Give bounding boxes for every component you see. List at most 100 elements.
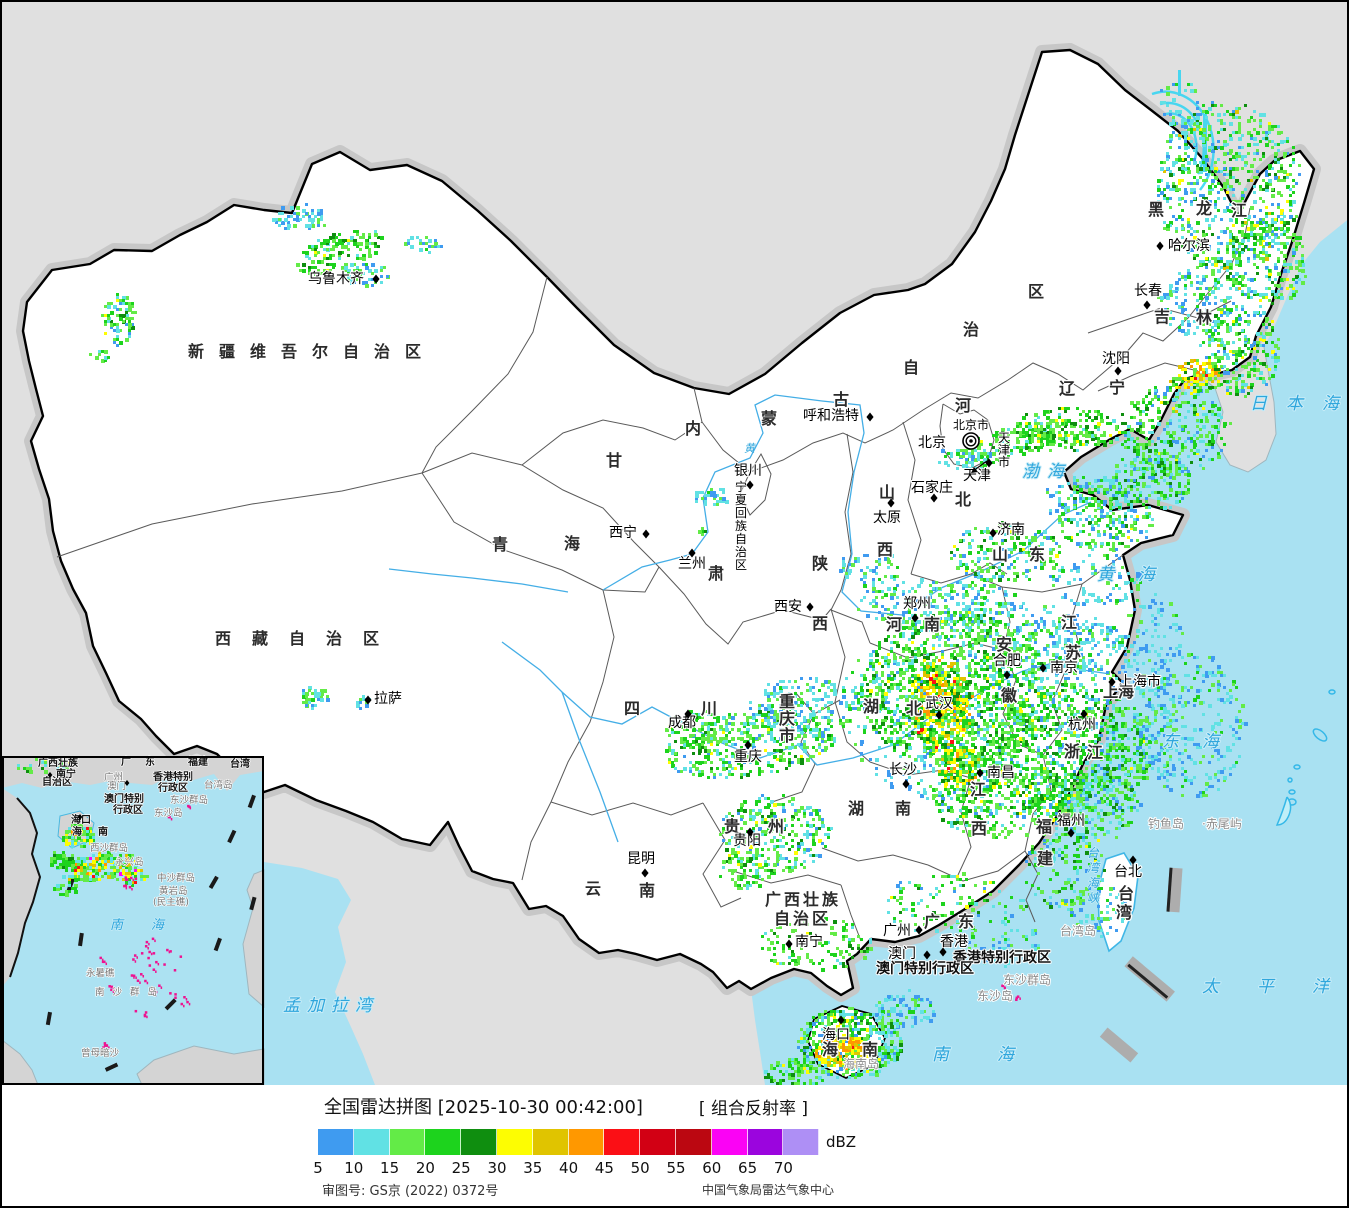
map-label: 永兴岛 [115, 856, 144, 868]
city-marker [939, 947, 947, 957]
radar-echo-layer [89, 83, 1307, 1085]
legend-panel: 全国雷达拼图 [2025-10-30 00:42:00] [ 组合反射率 ] d… [2, 1085, 1347, 1206]
map-label: 江 [1087, 743, 1103, 762]
map-label: 云 [585, 879, 601, 898]
ryukyu-islands [1275, 689, 1336, 826]
city-marker [902, 779, 910, 789]
city-marker [887, 498, 895, 508]
inset-labels: 广西壮族自治区广东福建 台湾南宁 广州 香港特别行政区澳门澳门特别行政区台湾岛东沙群岛… [37, 754, 250, 1059]
map-label: 青 [492, 535, 508, 554]
map-label: 海口 [71, 813, 91, 826]
colorbar-cell-70 [783, 1129, 820, 1155]
map-label: 澳门 [888, 946, 916, 962]
colorbar-cell-15 [389, 1129, 426, 1155]
map-label: 西宁 [609, 524, 637, 541]
colorbar-cell-30 [496, 1129, 533, 1155]
map-label: 湖 [848, 799, 864, 818]
map-label: 济南 [997, 522, 1025, 538]
map-label: 宁夏回族自治区 [735, 479, 747, 572]
map-label: 天津市 [998, 431, 1010, 469]
map-label: 吉 [1154, 307, 1170, 326]
map-label: 湾 [1116, 903, 1132, 922]
data-source-credit: 中国气象局雷达气象中心 [702, 1183, 835, 1197]
map-label: 北京 [918, 435, 946, 451]
map-label: 海 [1118, 682, 1134, 701]
map-label: 澳门 [107, 780, 126, 792]
map-label: 台湾 [230, 757, 250, 770]
map-label: 曾母暗沙 [81, 1047, 120, 1059]
map-label: 北京市 [953, 417, 989, 432]
map-label: 广西壮族 [765, 890, 841, 909]
map-label: 徽 [1000, 686, 1018, 705]
map-label: 重庆市 [778, 692, 795, 745]
map-label: 南 [924, 615, 940, 634]
map-label: 南宁 [795, 933, 823, 950]
map-label: 海口 [822, 1027, 850, 1043]
map-label: 中沙群岛 [157, 872, 195, 884]
map-label: 香港特别 [153, 770, 193, 783]
legend-tick: 30 [487, 1159, 507, 1177]
city-marker [785, 939, 793, 949]
map-label: 海南岛 [843, 1056, 879, 1071]
map-label: 呼和浩特 [803, 408, 859, 424]
map-label: 新疆维吾尔自治区 [188, 342, 436, 361]
map-label: 山 [879, 483, 895, 502]
colorbar-cell-5 [318, 1129, 354, 1155]
map-label: 成都 [668, 715, 696, 731]
legend-tick: 60 [702, 1159, 722, 1177]
inset-land [2, 757, 265, 1085]
inset-markers [47, 772, 130, 820]
map-label: 东沙岛 [977, 988, 1013, 1003]
map-label: 江 [970, 780, 986, 799]
map-label: 河 [955, 396, 971, 415]
colorbar-cell-20 [425, 1129, 462, 1155]
map-label: 北 [906, 699, 922, 718]
map-label: 南 [862, 1040, 878, 1059]
map-label: 杭州 [1068, 717, 1096, 733]
map-label: 南海 [932, 1045, 1062, 1065]
map-label: 台北 [1114, 864, 1142, 880]
inset-radar-echoes [17, 758, 149, 897]
map-label: 辽 [1059, 379, 1076, 398]
city-marker [976, 768, 984, 778]
map-label: 州 [767, 817, 784, 836]
colorbar-cell-50 [640, 1129, 676, 1155]
map-label: 东沙群岛 [1003, 972, 1051, 987]
city-marker [372, 274, 380, 284]
colorbar-cell-40 [568, 1129, 605, 1155]
map-label: 西安 [774, 599, 802, 615]
map-label: 山 [992, 545, 1008, 564]
map-label: 南 [98, 825, 108, 838]
map-label: 长春 [1134, 283, 1162, 299]
map-label: 四 [624, 699, 640, 718]
legend-tick: 25 [451, 1159, 471, 1177]
map-label: 太原 [873, 510, 901, 526]
map-label: 合肥 [993, 653, 1021, 669]
map-label: 香港特别行政区 [952, 949, 1051, 966]
map-label: 贵阳 [733, 833, 761, 849]
map-review-number: 审图号: GS京 (2022) 0372号 [322, 1184, 499, 1199]
map-label: 广州 [883, 923, 911, 939]
legend-tick: 50 [630, 1159, 650, 1177]
map-label: 兰州 [678, 556, 706, 572]
legend-tick: 55 [666, 1159, 686, 1177]
map-label: 永暑礁 [86, 967, 115, 979]
map-label: 台湾岛 [1060, 923, 1096, 938]
map-label: 广 [924, 912, 940, 931]
map-label: 甘 [606, 451, 622, 470]
city-marker [915, 925, 923, 935]
map-label: 内 [685, 419, 701, 438]
map-label: 长沙 [889, 762, 917, 778]
colorbar-cell-45 [604, 1129, 641, 1155]
island-mark-layer [1001, 984, 1021, 1002]
map-label: 行政区 [112, 803, 143, 816]
legend-tick: 35 [523, 1159, 543, 1177]
map-label: 郑州 [903, 596, 931, 612]
inset-map: 广西壮族自治区广东福建 台湾南宁 广州 香港特别行政区澳门澳门特别行政区台湾岛东沙群岛… [2, 754, 265, 1085]
map-label: 渤海 [1022, 462, 1072, 482]
map-label: 日本海 [1250, 394, 1347, 414]
legend-title: 全国雷达拼图 [2025-10-30 00:42:00] [324, 1097, 643, 1118]
map-label: (民主礁) [153, 896, 189, 908]
map-label: 台湾岛 [204, 779, 233, 791]
